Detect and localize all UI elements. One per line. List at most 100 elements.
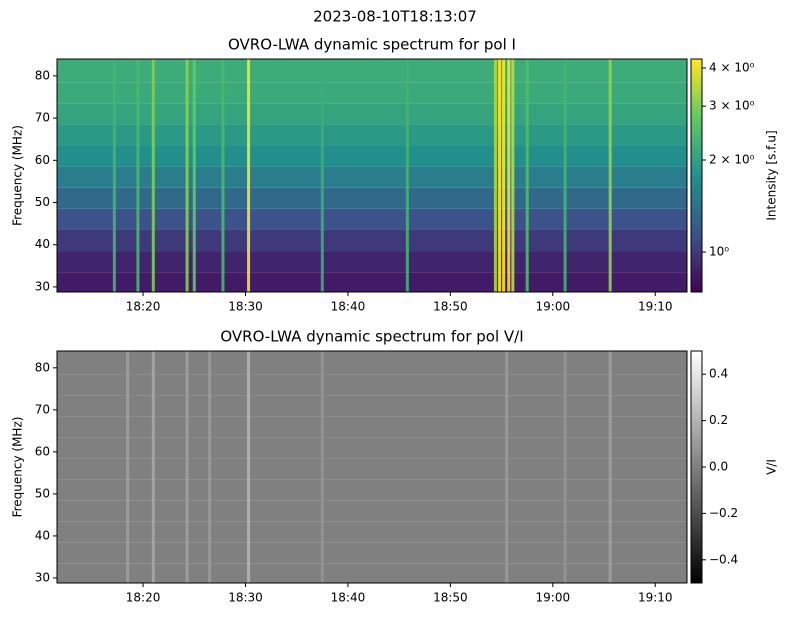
colorbar-cell [691, 393, 702, 398]
colorbar-cell [691, 202, 702, 208]
colorbar-cell [691, 218, 702, 223]
colorbar-cell [691, 528, 702, 534]
colorbar-cell [691, 70, 702, 76]
colorbar-cell [691, 536, 702, 541]
colorbar-cell [691, 401, 702, 406]
burst [507, 59, 511, 292]
colorbar-cell [691, 358, 702, 364]
x-tick-label: 18:20 [126, 300, 161, 314]
colorbar-cell [691, 381, 702, 387]
colorbar-cell [691, 253, 702, 258]
background-band [57, 351, 687, 375]
background-band [57, 416, 687, 438]
background-band [57, 208, 687, 230]
x-tick-label: 18:40 [331, 591, 366, 605]
burst [502, 59, 506, 292]
x-tick-label: 19:00 [536, 591, 571, 605]
colorbar-tick-label: 2 × 10⁰ [709, 153, 755, 167]
colorbar-cell [691, 525, 702, 530]
colorbar-cell [691, 97, 702, 103]
colorbar-cell [691, 194, 702, 200]
colorbar-cell [691, 210, 702, 215]
y-tick-label: 30 [35, 279, 50, 293]
y-tick-label: 60 [35, 444, 50, 458]
background-band [57, 395, 687, 417]
colorbar-cell [691, 544, 702, 549]
colorbar-tick-label: −0.2 [709, 506, 738, 520]
colorbar-cell [691, 280, 702, 285]
colorbar-cell [691, 389, 702, 395]
colorbar-cell [691, 575, 702, 580]
colorbar-cell [691, 447, 702, 453]
colorbar-cell [691, 237, 702, 243]
burst [151, 351, 155, 583]
background-band [57, 374, 687, 396]
colorbar-tick-label: 4 × 10⁰ [709, 60, 755, 74]
colorbar-cell [691, 183, 702, 188]
burst [185, 59, 189, 292]
burst [563, 59, 567, 292]
colorbar-cell [691, 513, 702, 518]
y-tick-label: 40 [35, 237, 50, 251]
colorbar-cell [691, 490, 702, 495]
background-band [57, 124, 687, 146]
colorbar-cell [691, 482, 702, 487]
burst [151, 59, 155, 292]
colorbar-cell [691, 362, 702, 367]
burst [405, 59, 409, 292]
colorbar-cell [691, 156, 702, 161]
burst [247, 59, 251, 292]
colorbar-cell [691, 78, 702, 83]
plot-area [57, 351, 687, 583]
colorbar-cell [691, 424, 702, 429]
background-band [57, 251, 687, 273]
plot-frame [56, 350, 688, 584]
colorbar-cell [691, 459, 702, 464]
y-axis-label: Frequency (MHz) [11, 125, 25, 226]
colorbar-cell [691, 90, 702, 95]
colorbar-cell [691, 163, 702, 169]
colorbar-cell [691, 191, 702, 196]
background-band [57, 59, 687, 83]
colorbar-cell [691, 206, 702, 211]
colorbar-cell [691, 66, 702, 72]
colorbar-cell [691, 136, 702, 142]
colorbar-cell [691, 532, 702, 538]
y-axis-label: Frequency (MHz) [11, 417, 25, 518]
colorbar-label: Intensity [s.f.u] [765, 130, 779, 220]
colorbar-cell [691, 272, 702, 277]
colorbar-cell [691, 451, 702, 456]
colorbar-cell [691, 241, 702, 246]
colorbar-cell [691, 175, 702, 180]
burst [511, 59, 515, 292]
colorbar-cell [691, 571, 702, 576]
colorbar-cell [691, 113, 702, 118]
colorbar-frame [690, 58, 703, 293]
colorbar-cell [691, 152, 702, 157]
colorbar-cell [691, 198, 702, 204]
colorbar-tick-label: 0.0 [709, 460, 728, 474]
x-tick-label: 18:50 [433, 591, 468, 605]
x-tick-label: 18:50 [433, 300, 468, 314]
colorbar-cell [691, 432, 702, 437]
colorbar-cell [691, 501, 702, 507]
colorbar-cell [691, 233, 702, 239]
colorbar-cell [691, 370, 702, 375]
colorbar-cell [691, 264, 702, 270]
colorbar-cell [691, 144, 702, 149]
burst [247, 351, 251, 583]
burst [505, 351, 509, 583]
colorbar-cell [691, 245, 702, 250]
colorbar-cell [691, 214, 702, 219]
colorbar-cell [691, 59, 702, 64]
background-band [57, 437, 687, 459]
background-band [57, 458, 687, 480]
colorbar-cell [691, 225, 702, 231]
colorbar-cell [691, 540, 702, 545]
colorbar-cell [691, 276, 702, 281]
colorbar-cell [691, 354, 702, 360]
x-tick-label: 18:20 [126, 591, 161, 605]
colorbar-cell [691, 82, 702, 87]
colorbar-cell [691, 117, 702, 122]
colorbar-cell [691, 86, 702, 91]
